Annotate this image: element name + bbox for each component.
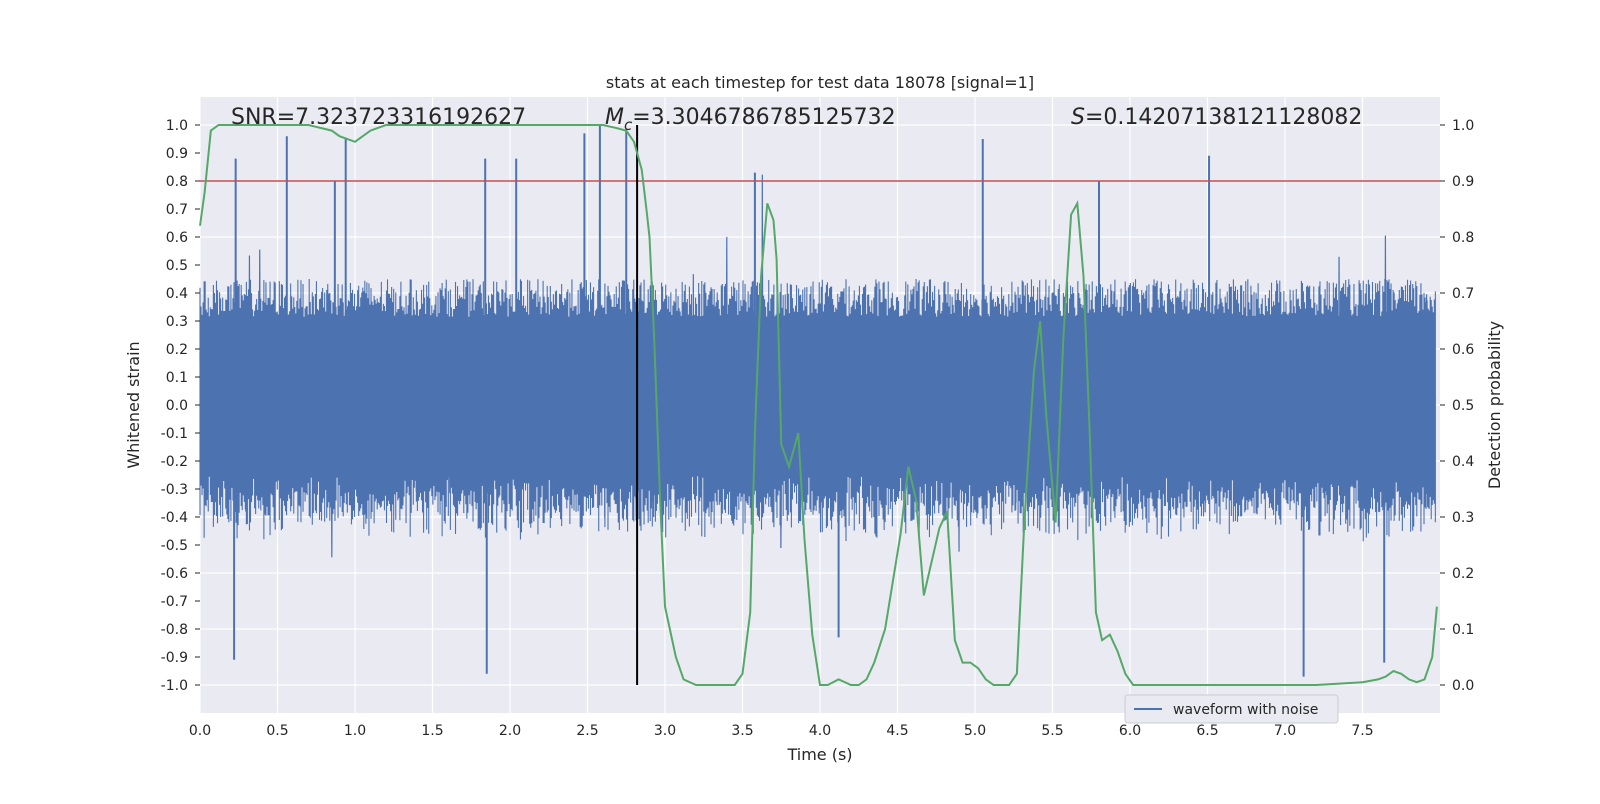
legend: waveform with noise xyxy=(1124,694,1339,724)
spin-symbol: S xyxy=(1071,105,1085,130)
y-left-tick-label: 0.8 xyxy=(166,174,188,190)
y-right-tick-label: 0.3 xyxy=(1452,510,1474,526)
y-left-tick-label: -0.6 xyxy=(161,566,188,582)
x-tick-label: 5.5 xyxy=(1041,723,1063,739)
y-right-tick-label: 0.5 xyxy=(1452,398,1474,414)
chirp-mass-annotation: Mc=3.3046786785125732 xyxy=(605,105,896,134)
x-tick-label: 5.0 xyxy=(964,723,986,739)
y-right-tick-label: 1.0 xyxy=(1452,118,1474,134)
x-axis-label: Time (s) xyxy=(786,745,852,764)
y-left-tick-label: -0.2 xyxy=(161,454,188,470)
x-tick-label: 3.5 xyxy=(731,723,753,739)
chirp-mass-value: =3.3046786785125732 xyxy=(632,105,895,130)
waveform-series xyxy=(199,125,1436,677)
y-right-tick-label: 0.2 xyxy=(1452,566,1474,582)
chirp-mass-symbol: M xyxy=(605,105,624,130)
snr-annotation: SNR=7.323723316192627 xyxy=(231,105,526,130)
y-right-axis-ticks: 0.0 0.1 0.2 0.3 0.4 0.5 0.6 0.7 0.8 0.9 1.0 xyxy=(1440,118,1474,694)
x-tick-label: 3.0 xyxy=(654,723,676,739)
x-tick-label: 2.5 xyxy=(576,723,598,739)
x-tick-label: 0.0 xyxy=(189,723,211,739)
y-left-tick-label: -0.8 xyxy=(161,622,188,638)
x-tick-label: 4.5 xyxy=(886,723,908,739)
legend-waveform-label: waveform with noise xyxy=(1173,702,1318,718)
y-left-tick-label: 0.7 xyxy=(166,202,188,218)
y-left-tick-label: -1.0 xyxy=(161,678,188,694)
x-tick-label: 7.5 xyxy=(1351,723,1373,739)
chirp-mass-subscript: c xyxy=(624,116,633,134)
detection-probability-line xyxy=(199,124,1438,686)
waveform-core-band xyxy=(200,337,1436,467)
y-left-axis-label: Whitened strain xyxy=(124,341,143,468)
y-right-tick-label: 0.8 xyxy=(1452,230,1474,246)
y-left-tick-label: 0.2 xyxy=(166,342,188,358)
x-tick-label: 2.0 xyxy=(499,723,521,739)
x-tick-label: 1.5 xyxy=(421,723,443,739)
y-left-tick-label: -0.9 xyxy=(161,650,188,666)
y-right-tick-label: 0.1 xyxy=(1452,622,1474,638)
x-axis-ticks: 0.0 0.5 1.0 1.5 2.0 2.5 3.0 3.5 4.0 4.5 5.0 5.5 6.0 6… xyxy=(189,723,1374,739)
y-left-tick-label: 0.0 xyxy=(166,398,188,414)
x-tick-label: 1.0 xyxy=(344,723,366,739)
spin-annotation: S=0.14207138121128082 xyxy=(1071,105,1362,130)
y-right-tick-label: 0.9 xyxy=(1452,174,1474,190)
y-left-tick-label: -0.3 xyxy=(161,482,188,498)
spin-value: =0.14207138121128082 xyxy=(1085,105,1362,130)
y-left-tick-label: 0.3 xyxy=(166,314,188,330)
chart-title: stats at each timestep for test data 180… xyxy=(606,73,1034,92)
y-left-tick-label: -0.5 xyxy=(161,538,188,554)
y-left-tick-label: 1.0 xyxy=(166,118,188,134)
y-left-tick-label: -0.1 xyxy=(161,426,188,442)
y-left-tick-label: 0.5 xyxy=(166,258,188,274)
x-tick-label: 4.0 xyxy=(809,723,831,739)
y-left-tick-label: 0.4 xyxy=(166,286,188,302)
y-left-tick-label: -0.4 xyxy=(161,510,188,526)
x-tick-label: 7.0 xyxy=(1274,723,1296,739)
legend-box xyxy=(1124,694,1339,724)
y-left-tick-label: -0.7 xyxy=(161,594,188,610)
y-left-tick-label: 0.9 xyxy=(166,146,188,162)
y-right-tick-label: 0.4 xyxy=(1452,454,1474,470)
y-right-tick-label: 0.6 xyxy=(1452,342,1474,358)
y-right-axis-label: Detection probability xyxy=(1485,321,1504,489)
y-right-tick-label: 0.7 xyxy=(1452,286,1474,302)
x-tick-label: 6.5 xyxy=(1196,723,1218,739)
x-tick-label: 6.0 xyxy=(1119,723,1141,739)
y-right-tick-label: 0.0 xyxy=(1452,678,1474,694)
x-tick-label: 0.5 xyxy=(266,723,288,739)
y-left-tick-label: 0.6 xyxy=(166,230,188,246)
y-left-tick-label: 0.1 xyxy=(166,370,188,386)
y-left-axis-ticks: -1.0 -0.9 -0.8 -0.7 -0.6 -0.5 -0.4 -0.3 -0.2 -0.1… xyxy=(161,118,200,694)
